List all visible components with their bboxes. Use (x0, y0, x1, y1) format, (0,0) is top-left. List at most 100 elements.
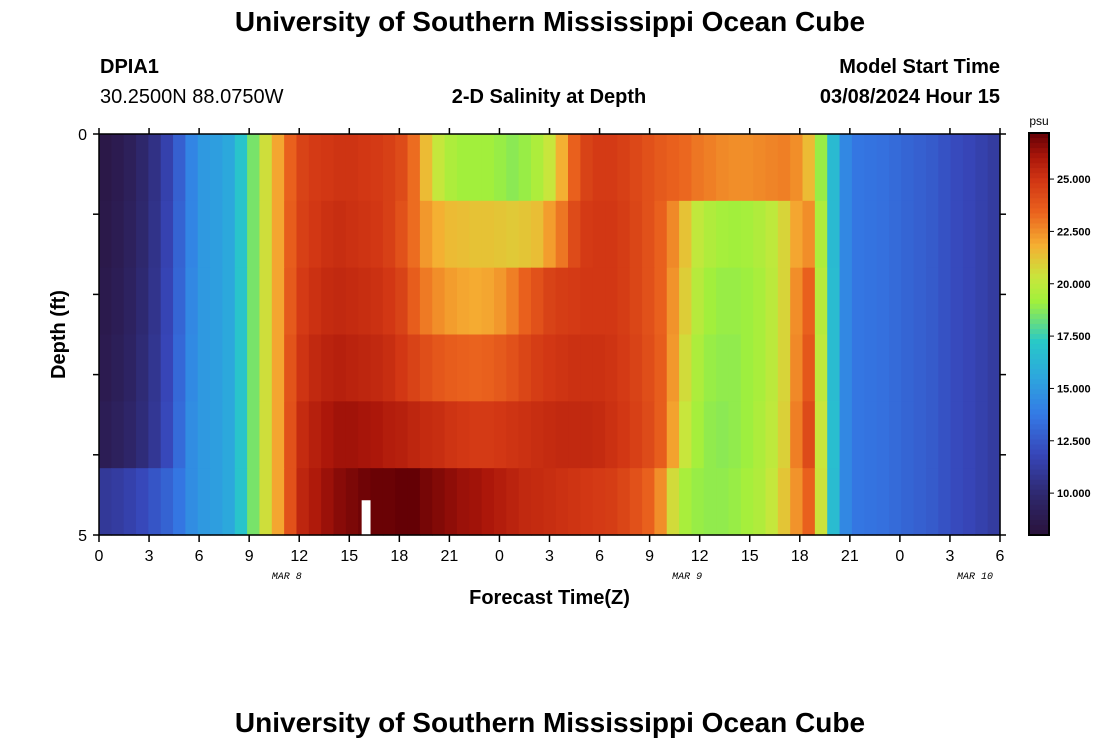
missing-data-gap (361, 500, 371, 535)
heatmap-cell (975, 267, 989, 336)
heatmap-cell (666, 401, 680, 469)
heatmap-cell (938, 267, 952, 336)
heatmap-cell (259, 134, 273, 202)
colorbar-segment (1029, 359, 1049, 365)
heatmap-cell (407, 200, 421, 269)
heatmap-cell (530, 468, 544, 536)
colorbar-segment (1029, 389, 1049, 395)
heatmap-cell (111, 134, 125, 202)
heatmap-cell (925, 401, 939, 469)
colorbar-segment (1029, 464, 1049, 471)
heatmap-cell (814, 334, 828, 402)
heatmap-cell (740, 334, 754, 402)
colorbar-segment (1029, 168, 1049, 174)
x-tick-label: 18 (390, 548, 408, 565)
heatmap-cell (493, 134, 507, 202)
heatmap-cell (407, 468, 421, 536)
heatmap-cell (777, 267, 791, 336)
colorbar-tick-label: 15.000 (1057, 383, 1091, 395)
colorbar-segment (1029, 288, 1049, 295)
heatmap-cell (555, 334, 569, 402)
heatmap-cell (765, 134, 779, 202)
colorbar-segment (1029, 444, 1049, 451)
heatmap-cell (136, 200, 149, 269)
x-tick-label: 9 (645, 548, 654, 565)
heatmap-cell (419, 267, 433, 336)
heatmap-cell (99, 267, 112, 336)
x-axis: 0 3 6 9 12 15 18 21 0 3 6 9 12 15 18 21 0 3 6 (95, 128, 1005, 565)
y-axis: 05 (78, 127, 1006, 545)
colorbar-segment (1029, 283, 1049, 290)
x-tick-label: 18 (791, 548, 809, 565)
heatmap-cell (938, 401, 952, 469)
heatmap-cell (728, 401, 742, 469)
heatmap-cell (950, 334, 964, 402)
colorbar-segment (1029, 459, 1049, 466)
heatmap-cell (691, 267, 705, 336)
heatmap-cell (345, 468, 359, 536)
heatmap-cell (827, 200, 841, 269)
heatmap-cell (222, 468, 236, 536)
heatmap-cell (654, 468, 668, 536)
station-coordinates: 30.2500N 88.0750W (100, 86, 284, 108)
heatmap-cell (296, 267, 310, 336)
day-labels: MAR 8 MAR 9 MAR 10 (272, 572, 993, 583)
colorbar-segment (1029, 474, 1049, 481)
x-tick-label: 15 (741, 548, 759, 565)
heatmap-cell (753, 267, 767, 336)
heatmap-cell (456, 334, 470, 402)
heatmap-cell (234, 468, 248, 536)
heatmap-cell (555, 267, 569, 336)
colorbar-segment (1029, 484, 1049, 491)
heatmap-cell (419, 468, 433, 536)
colorbar-segment (1029, 419, 1049, 425)
heatmap-cell (592, 200, 606, 269)
colorbar-segment (1029, 303, 1049, 310)
heatmap-cell (679, 267, 693, 336)
x-axis-label: Forecast Time(Z) (469, 587, 630, 609)
heatmap-cell (136, 334, 149, 402)
heatmap-cell (629, 468, 643, 536)
heatmap-cell (568, 134, 581, 202)
heatmap-cell (345, 401, 359, 469)
heatmap-cell (518, 468, 532, 536)
heatmap-cell (827, 134, 841, 202)
heatmap-cell (555, 468, 569, 536)
colorbar-segment (1029, 198, 1049, 204)
heatmap-cell (950, 401, 964, 469)
heatmap-cell (777, 334, 791, 402)
heatmap-cell (962, 468, 976, 536)
heatmap-cell (173, 267, 186, 336)
heatmap-cell (691, 334, 705, 402)
heatmap-cell (987, 468, 1001, 536)
heatmap-cell (99, 200, 112, 269)
heatmap-cell (814, 267, 828, 336)
colorbar-segment (1029, 323, 1049, 330)
heatmap-cell (888, 334, 902, 402)
heatmap-cell (160, 401, 174, 469)
heatmap-cell (814, 468, 828, 536)
heatmap-cell (925, 334, 939, 402)
heatmap-cell (197, 134, 211, 202)
heatmap-cell (555, 200, 569, 269)
heatmap-cell (728, 267, 742, 336)
heatmap-cell (790, 267, 804, 336)
heatmap-cell (111, 334, 125, 402)
heatmap-cell (333, 200, 347, 269)
heatmap-cell (864, 334, 878, 402)
heatmap-cell (790, 468, 804, 536)
heatmap-cell (703, 334, 717, 402)
heatmap-cell (642, 334, 656, 402)
heatmap-cell (469, 401, 483, 469)
heatmap-cell (568, 334, 581, 402)
heatmap-cell (814, 200, 828, 269)
heatmap-cell (814, 134, 828, 202)
heatmap-cell (716, 468, 730, 536)
heatmap-cell (308, 134, 322, 202)
heatmap-cell (827, 401, 841, 469)
heatmap-cell (444, 200, 458, 269)
heatmap-cell (382, 267, 396, 336)
heatmap-cell (345, 334, 359, 402)
heatmap-cell (493, 334, 507, 402)
heatmap-cell (432, 468, 446, 536)
